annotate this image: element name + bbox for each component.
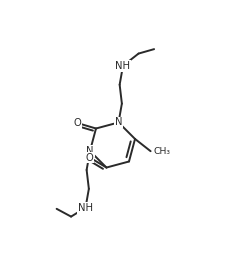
Text: NH: NH	[115, 61, 130, 71]
Text: NH: NH	[78, 203, 93, 213]
Text: N: N	[86, 146, 94, 156]
Text: N: N	[115, 117, 122, 127]
Text: O: O	[73, 118, 81, 128]
Text: CH₃: CH₃	[154, 147, 171, 156]
Text: O: O	[86, 153, 94, 163]
